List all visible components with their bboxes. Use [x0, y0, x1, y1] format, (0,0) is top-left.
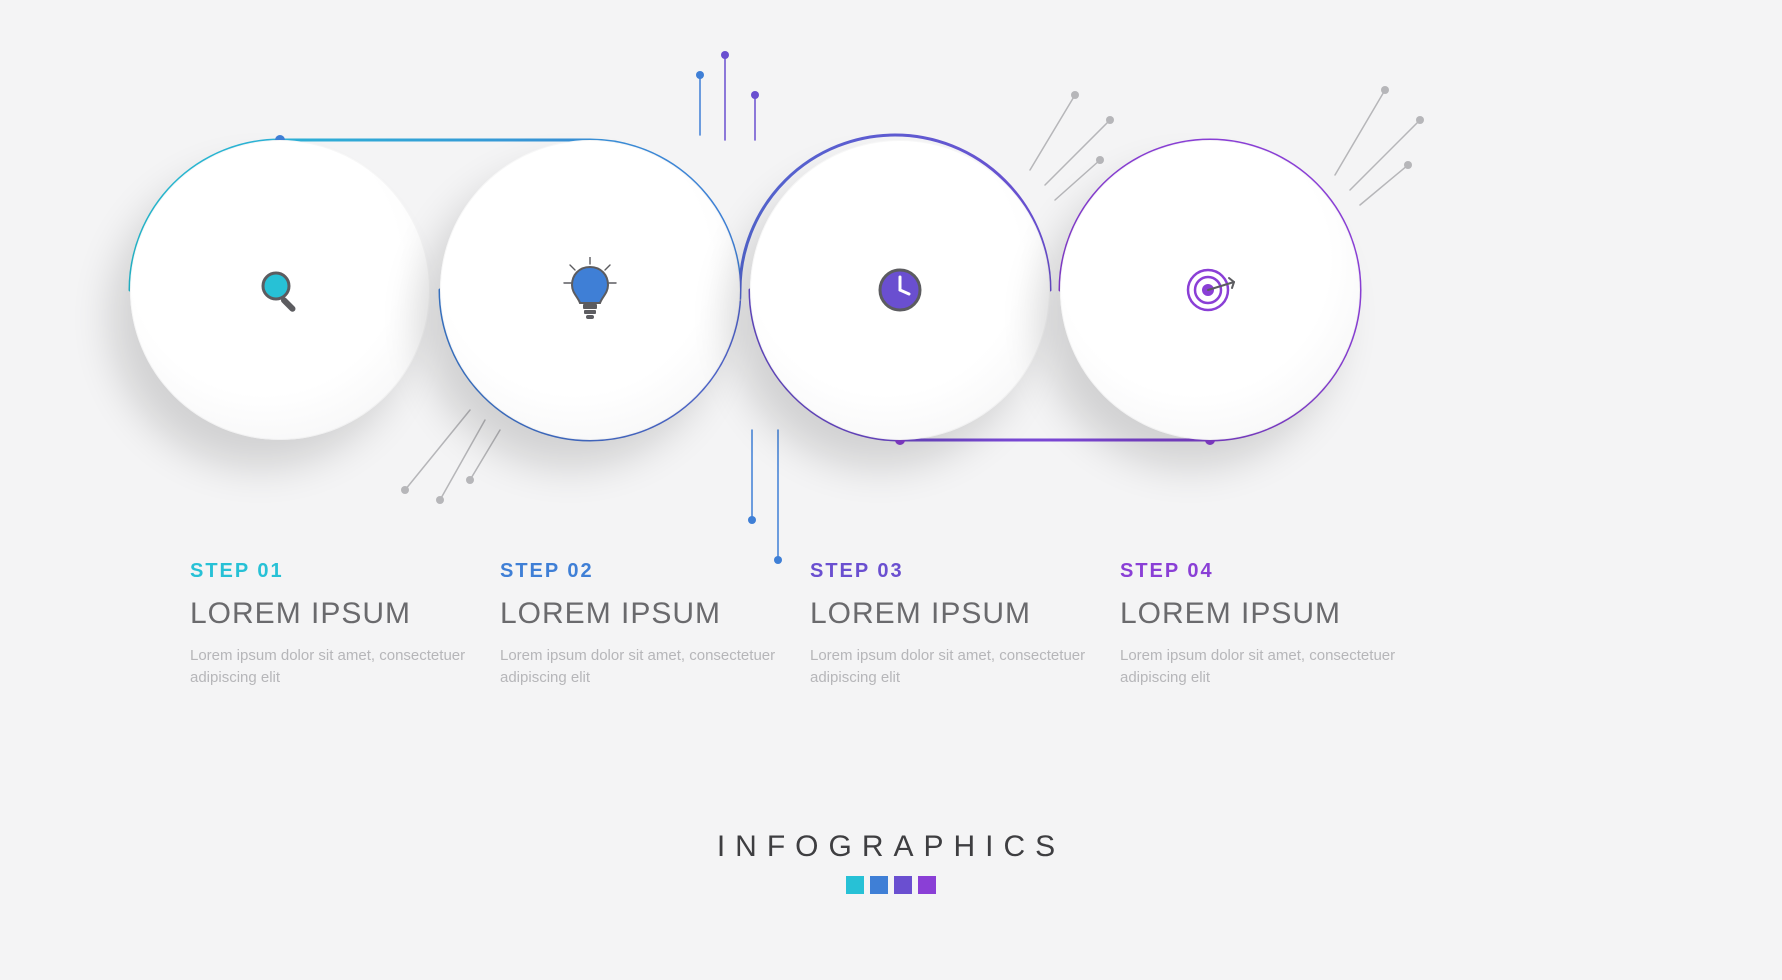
- step-title: LOREM IPSUM: [190, 597, 480, 631]
- step-number-label: STEP 04: [1120, 560, 1410, 583]
- step-number-label: STEP 03: [810, 560, 1100, 583]
- color-swatches: [846, 876, 936, 894]
- swatch-2: [870, 876, 888, 894]
- step-title: LOREM IPSUM: [1120, 597, 1410, 631]
- step-circle-2: [440, 140, 740, 440]
- step-title: LOREM IPSUM: [500, 597, 790, 631]
- step-circle-1: [130, 140, 430, 440]
- swatch-1: [846, 876, 864, 894]
- search-icon: [254, 264, 306, 316]
- step-description: Lorem ipsum dolor sit amet, consectetuer…: [190, 645, 480, 689]
- step-label-block-1: STEP 01 LOREM IPSUM Lorem ipsum dolor sit …: [190, 560, 480, 689]
- step-description: Lorem ipsum dolor sit amet, consectetuer…: [810, 645, 1100, 689]
- step-title: LOREM IPSUM: [810, 597, 1100, 631]
- swatch-4: [918, 876, 936, 894]
- step-circle-4: [1060, 140, 1360, 440]
- step-label-block-3: STEP 03 LOREM IPSUM Lorem ipsum dolor sit …: [810, 560, 1100, 689]
- infographic-canvas: STEP 01 LOREM IPSUM Lorem ipsum dolor sit …: [0, 0, 1782, 980]
- clock-icon: [877, 267, 923, 313]
- swatch-3: [894, 876, 912, 894]
- step-number-label: STEP 01: [190, 560, 480, 583]
- step-label-block-2: STEP 02 LOREM IPSUM Lorem ipsum dolor sit …: [500, 560, 790, 689]
- target-icon: [1184, 264, 1236, 316]
- step-description: Lorem ipsum dolor sit amet, consectetuer…: [500, 645, 790, 689]
- step-circle-3: [750, 140, 1050, 440]
- step-label-block-4: STEP 04 LOREM IPSUM Lorem ipsum dolor sit …: [1120, 560, 1410, 689]
- step-number-label: STEP 02: [500, 560, 790, 583]
- lightbulb-icon: [562, 257, 618, 323]
- step-description: Lorem ipsum dolor sit amet, consectetuer…: [1120, 645, 1410, 689]
- footer-title: INFOGRAPHICS: [717, 830, 1065, 864]
